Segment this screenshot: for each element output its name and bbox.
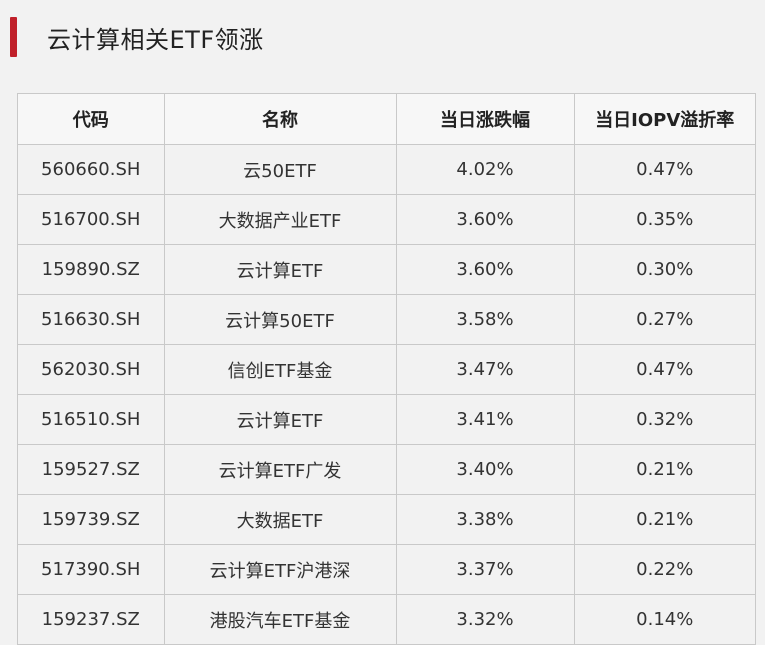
table-row: 159739.SZ 大数据ETF 3.38% 0.21% [18,494,755,545]
cell-code: 560660.SH [18,144,165,195]
table-row: 516630.SH 云计算50ETF 3.58% 0.27% [18,294,755,345]
table-row: 516700.SH 大数据产业ETF 3.60% 0.35% [18,194,755,245]
cell-change: 3.47% [396,344,575,395]
cell-premium: 0.27% [574,294,755,345]
table-row: 159237.SZ 港股汽车ETF基金 3.32% 0.14% [18,594,755,644]
cell-change: 3.58% [396,294,575,345]
cell-premium: 0.21% [574,494,755,545]
cell-premium: 0.22% [574,544,755,595]
cell-name: 大数据产业ETF [164,194,397,245]
table-row: 560660.SH 云50ETF 4.02% 0.47% [18,144,755,195]
cell-change: 3.60% [396,194,575,245]
cell-name: 信创ETF基金 [164,344,397,395]
table-row: 516510.SH 云计算ETF 3.41% 0.32% [18,394,755,445]
cell-change: 3.37% [396,544,575,595]
table-row: 517390.SH 云计算ETF沪港深 3.37% 0.22% [18,544,755,595]
cell-name: 港股汽车ETF基金 [164,594,397,644]
etf-table: 代码 名称 当日涨跌幅 当日IOPV溢折率 560660.SH 云50ETF 4.0… [18,94,755,644]
cell-code: 159890.SZ [18,244,165,295]
cell-name: 云计算50ETF [164,294,397,345]
header-premium: 当日IOPV溢折率 [574,94,755,145]
cell-premium: 0.47% [574,344,755,395]
cell-code: 159527.SZ [18,444,165,495]
title-accent-bar [10,17,17,57]
table-header-row: 代码 名称 当日涨跌幅 当日IOPV溢折率 [18,94,755,145]
title-bar: 云计算相关ETF领涨 [10,14,264,60]
cell-name: 云50ETF [164,144,397,195]
page-title: 云计算相关ETF领涨 [47,25,264,54]
cell-change: 4.02% [396,144,575,195]
cell-code: 516510.SH [18,394,165,445]
cell-premium: 0.14% [636,609,694,630]
cell-premium: 0.32% [574,394,755,445]
cell-premium: 0.47% [574,144,755,195]
etf-table-container: 代码 名称 当日涨跌幅 当日IOPV溢折率 560660.SH 云50ETF 4.0… [17,93,756,645]
cell-change: 3.32% [396,594,575,644]
cell-premium: 0.30% [574,244,755,295]
cell-change: 3.40% [396,444,575,495]
cell-code: 517390.SH [18,544,165,595]
table-row: 159890.SZ 云计算ETF 3.60% 0.30% [18,244,755,295]
cell-name: 大数据ETF [164,494,397,545]
cell-code: 562030.SH [18,344,165,395]
cell-code: 516630.SH [18,294,165,345]
table-row: 159527.SZ 云计算ETF广发 3.40% 0.21% [18,444,755,495]
cell-code: 516700.SH [18,194,165,245]
table-row: 562030.SH 信创ETF基金 3.47% 0.47% [18,344,755,395]
cell-change: 3.60% [396,244,575,295]
cell-name: 云计算ETF广发 [164,444,397,495]
cell-name: 云计算ETF [164,244,397,295]
cell-code: 159237.SZ [18,594,165,644]
header-change: 当日涨跌幅 [396,94,575,145]
header-name: 名称 [164,94,397,145]
cell-premium: 0.35% [574,194,755,245]
cell-name: 云计算ETF沪港深 [164,544,397,595]
cell-premium: 0.21% [574,444,755,495]
cell-change: 3.41% [396,394,575,445]
cell-code: 159739.SZ [18,494,165,545]
header-code: 代码 [18,94,165,145]
cell-change: 3.38% [396,494,575,545]
cell-name: 云计算ETF [164,394,397,445]
